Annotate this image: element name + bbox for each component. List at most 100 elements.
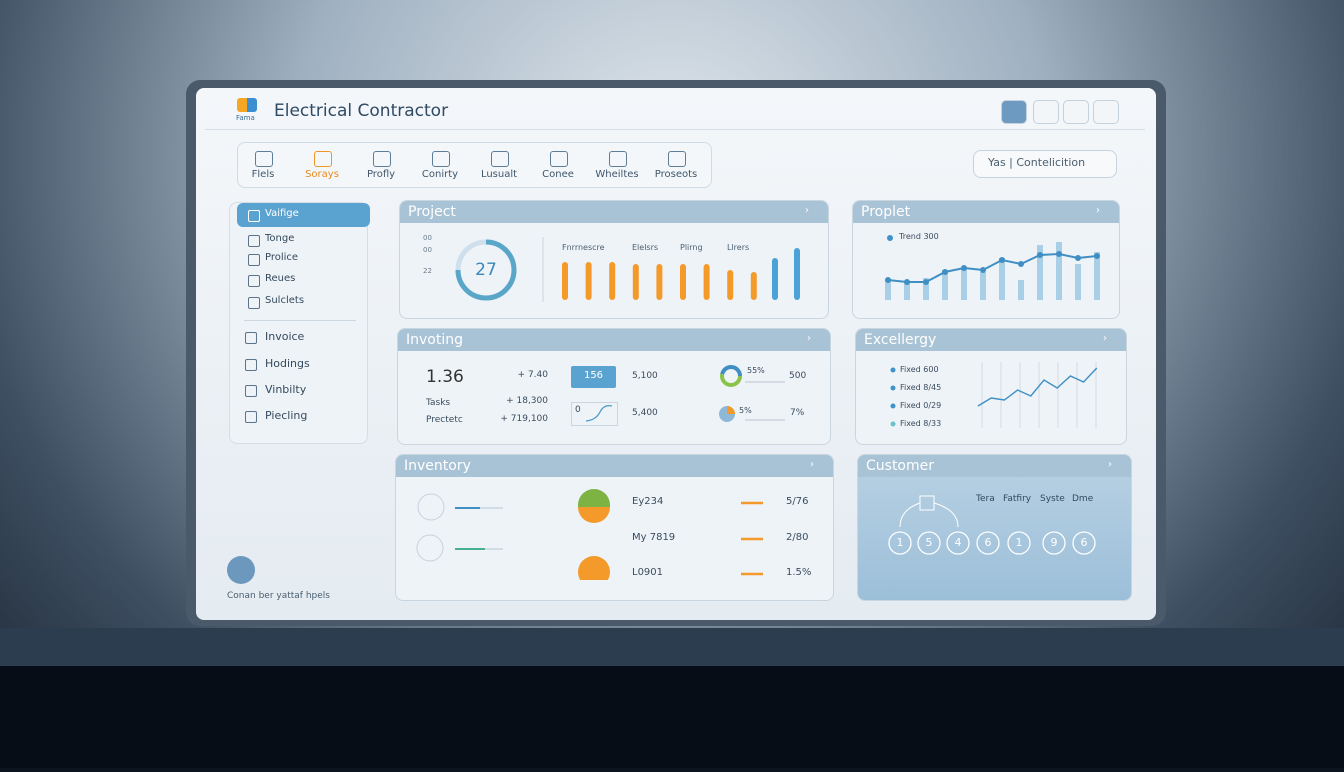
sidebar-icon[interactable] bbox=[248, 235, 260, 247]
toolbar-button[interactable] bbox=[1001, 100, 1027, 124]
toolbar-button[interactable] bbox=[1063, 100, 1089, 124]
spark-box bbox=[571, 402, 618, 426]
panel-expand[interactable]: › bbox=[1096, 205, 1100, 216]
tab-label[interactable]: Proseots bbox=[654, 169, 698, 180]
sidebar-icon[interactable] bbox=[248, 254, 260, 266]
tab-label[interactable]: Conee bbox=[542, 169, 574, 180]
search-text[interactable]: Yas | Contelicition bbox=[988, 156, 1086, 169]
sidebar-icon[interactable] bbox=[245, 359, 257, 371]
panel-expand[interactable]: › bbox=[805, 205, 809, 216]
panel-expand[interactable]: › bbox=[810, 459, 814, 470]
legend-label: Trend 300 bbox=[899, 232, 939, 241]
badge-text[interactable]: 156 bbox=[583, 370, 604, 381]
tab-label[interactable]: Wheiltes bbox=[595, 169, 639, 180]
kpi-row: Tasks bbox=[426, 398, 451, 408]
tab-label[interactable]: Flels bbox=[251, 169, 275, 180]
tab-icon[interactable] bbox=[609, 151, 627, 167]
column-head: Fatfiry bbox=[1003, 494, 1032, 504]
logo-text: Fama bbox=[236, 114, 255, 122]
kpi-delta: + 7.40 bbox=[517, 370, 548, 380]
item-value: 5/76 bbox=[786, 496, 809, 507]
panel-expand[interactable]: › bbox=[1103, 333, 1107, 344]
sidebar-icon[interactable] bbox=[245, 332, 257, 344]
item-value: 1.5% bbox=[786, 567, 812, 578]
sidebar-divider bbox=[244, 320, 356, 321]
panel: Excellergy bbox=[855, 328, 1127, 445]
panel: Proplet bbox=[852, 200, 1120, 319]
panel-title: Proplet bbox=[853, 201, 1119, 223]
tab-icon[interactable] bbox=[491, 151, 509, 167]
bar-label: Plirng bbox=[680, 243, 703, 252]
tab-icon[interactable] bbox=[668, 151, 686, 167]
panel-expand[interactable]: › bbox=[1108, 459, 1112, 470]
tab-label[interactable]: Profly bbox=[366, 169, 396, 180]
item-value: 2/80 bbox=[786, 532, 809, 543]
tab-label[interactable]: Lusualt bbox=[480, 169, 518, 180]
right-value: 7% bbox=[790, 408, 805, 418]
toolbar-button[interactable] bbox=[1033, 100, 1059, 124]
kpi-delta: + 18,300 bbox=[506, 396, 548, 406]
sidebar-item[interactable]: Invoice bbox=[265, 330, 305, 343]
tab-icon[interactable] bbox=[373, 151, 391, 167]
column-head: Dme bbox=[1072, 494, 1094, 504]
panel: Inventory bbox=[395, 454, 834, 601]
legend-label: Fixed 0/29 bbox=[900, 401, 942, 410]
sidebar-icon[interactable] bbox=[248, 210, 260, 222]
badge[interactable] bbox=[571, 366, 616, 388]
sidebar-item[interactable]: Sulclets bbox=[265, 295, 305, 306]
sidebar-item[interactable]: Vaifige bbox=[265, 208, 299, 219]
node-label: 1 bbox=[1015, 536, 1023, 549]
legend-label: Fixed 600 bbox=[900, 365, 939, 374]
gauge-value: 27 bbox=[475, 260, 497, 280]
tab-icon[interactable] bbox=[255, 151, 273, 167]
avatar[interactable] bbox=[227, 556, 255, 584]
sidebar-icon[interactable] bbox=[245, 385, 257, 397]
kpi-main: 1.36 bbox=[426, 367, 464, 387]
mid-value: 5,100 bbox=[632, 371, 658, 381]
shelf bbox=[0, 628, 1344, 666]
tab-icon[interactable] bbox=[550, 151, 568, 167]
item-name: Ey234 bbox=[632, 496, 664, 507]
node-label: 6 bbox=[1080, 536, 1088, 549]
app-title: Electrical Contractor bbox=[274, 101, 449, 121]
axis-label: 00 bbox=[423, 234, 432, 242]
tab-icon[interactable] bbox=[314, 151, 332, 167]
sidebar-item[interactable]: Vinbilty bbox=[265, 383, 307, 396]
axis-label: 22 bbox=[423, 267, 432, 275]
legend-label: Fixed 8/33 bbox=[900, 419, 942, 428]
panel-title: Customer bbox=[858, 455, 1131, 477]
right-value: 500 bbox=[789, 371, 807, 381]
tab-group bbox=[237, 142, 712, 188]
panel-title: Invoting bbox=[398, 329, 830, 351]
tab-icon[interactable] bbox=[432, 151, 450, 167]
sidebar-icon[interactable] bbox=[248, 297, 260, 309]
panel: Project bbox=[399, 200, 829, 319]
toolbar-button[interactable] bbox=[1093, 100, 1119, 124]
tab-label[interactable]: Conirty bbox=[421, 169, 459, 180]
kpi-delta: + 719,100 bbox=[500, 414, 548, 424]
sidebar-item[interactable]: Reues bbox=[265, 273, 296, 284]
tab-label[interactable]: Sorays bbox=[305, 169, 339, 180]
column-head: Tera bbox=[976, 494, 995, 504]
kpi-row: Prectetc bbox=[426, 415, 463, 425]
column-head: Syste bbox=[1040, 494, 1065, 504]
panel: Customer bbox=[857, 454, 1132, 601]
bar-label: Llrers bbox=[727, 243, 750, 252]
node-label: 1 bbox=[896, 536, 904, 549]
pie-label: 55% bbox=[747, 366, 765, 375]
node-label: 6 bbox=[984, 536, 992, 549]
sidebar-icon[interactable] bbox=[245, 411, 257, 423]
logo-icon bbox=[237, 98, 257, 112]
node-label: 5 bbox=[925, 536, 933, 549]
panel-title: Inventory bbox=[396, 455, 833, 477]
sidebar-item[interactable]: Piecling bbox=[265, 409, 308, 422]
sidebar-icon[interactable] bbox=[248, 275, 260, 287]
sidebar-item[interactable]: Hodings bbox=[265, 357, 310, 370]
search-box[interactable] bbox=[973, 150, 1117, 178]
sidebar-item[interactable]: Tonge bbox=[265, 233, 295, 244]
floor bbox=[0, 666, 1344, 768]
item-name: My 7819 bbox=[632, 532, 676, 543]
panel-expand[interactable]: › bbox=[807, 333, 811, 344]
sidebar-item[interactable]: Prolice bbox=[265, 252, 299, 263]
